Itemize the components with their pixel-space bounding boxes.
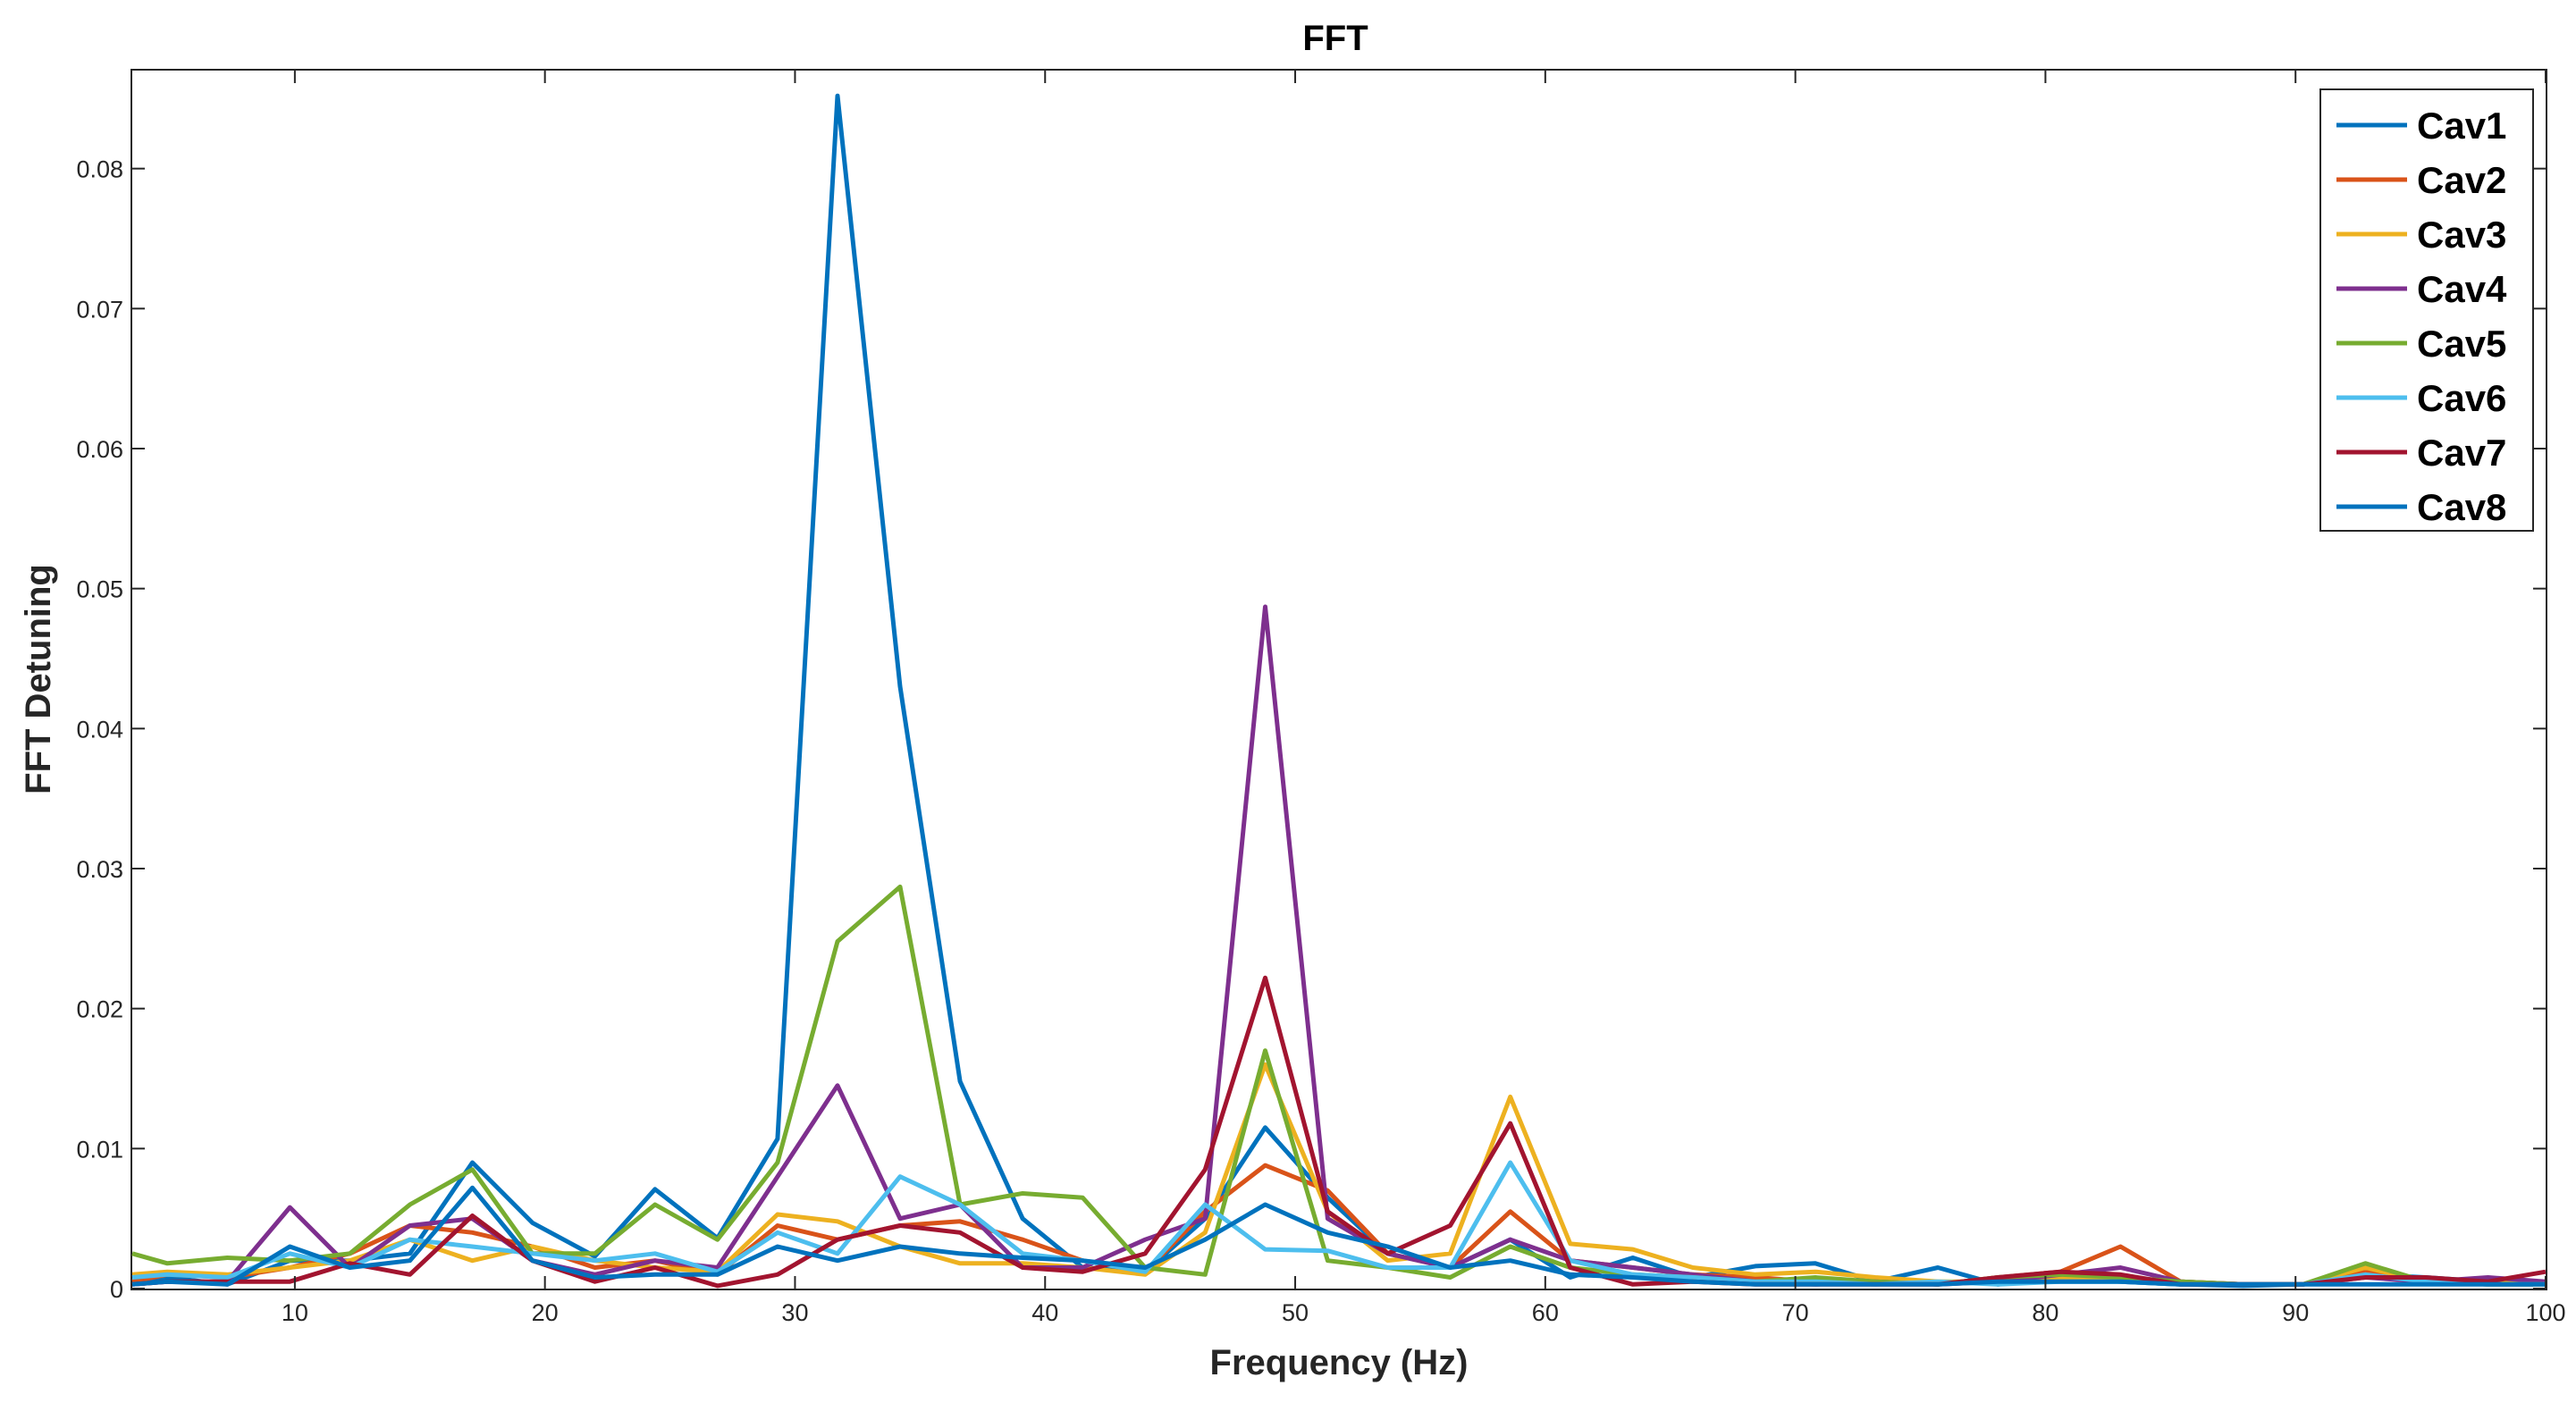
x-tick-label: 30: [781, 1299, 808, 1326]
y-tick-label: 0.03: [76, 856, 123, 883]
x-tick-label: 100: [2525, 1299, 2565, 1326]
y-tick-label: 0: [110, 1276, 123, 1303]
series-line-cav8: [131, 1185, 2546, 1287]
y-tick-label: 0.07: [76, 296, 123, 323]
legend-label-cav8: Cav8: [2417, 486, 2506, 528]
series-lines: [131, 93, 2547, 1289]
x-tick-label: 20: [532, 1299, 559, 1326]
series-line-cav7: [131, 975, 2547, 1289]
x-tick-label: 50: [1282, 1299, 1309, 1326]
x-tick-label: 10: [282, 1299, 308, 1326]
x-tick-label: 40: [1031, 1299, 1058, 1326]
legend: Cav1 Cav2 Cav3 Cav4 Cav5 Cav6 Cav7 Cav8: [2319, 88, 2534, 532]
y-axis-title: FFT Detuning: [19, 564, 58, 794]
legend-label-cav7: Cav7: [2417, 432, 2506, 474]
legend-label-cav3: Cav3: [2417, 214, 2506, 256]
plot-area: [130, 69, 2547, 1290]
legend-label-cav6: Cav6: [2417, 377, 2506, 419]
series-line-cav2: [131, 1163, 2546, 1287]
x-axis-ticks: 10 20 30 40 50 60 70 80 90 100: [282, 71, 2566, 1326]
legend-box: [2319, 88, 2534, 532]
x-axis-title: Frequency (Hz): [1210, 1343, 1469, 1382]
y-tick-label: 0.05: [76, 576, 123, 603]
legend-label-cav2: Cav2: [2417, 159, 2506, 201]
legend-label-cav5: Cav5: [2417, 323, 2506, 365]
y-tick-label: 0.01: [76, 1136, 123, 1163]
y-tick-label: 0.06: [76, 436, 123, 463]
x-tick-label: 70: [1782, 1299, 1809, 1326]
x-tick-label: 80: [2032, 1299, 2058, 1326]
x-tick-label: 90: [2282, 1299, 2309, 1326]
y-axis-ticks: 0 0.01 0.02 0.03 0.04 0.05 0.06 0.07 0.08: [76, 156, 2546, 1303]
x-tick-label: 60: [1532, 1299, 1559, 1326]
legend-label-cav1: Cav1: [2417, 105, 2506, 147]
chart-title: FFT: [1302, 19, 1368, 58]
y-tick-label: 0.02: [76, 996, 123, 1023]
legend-label-cav4: Cav4: [2417, 268, 2507, 310]
y-tick-label: 0.08: [76, 156, 123, 183]
y-tick-label: 0.04: [76, 716, 123, 743]
